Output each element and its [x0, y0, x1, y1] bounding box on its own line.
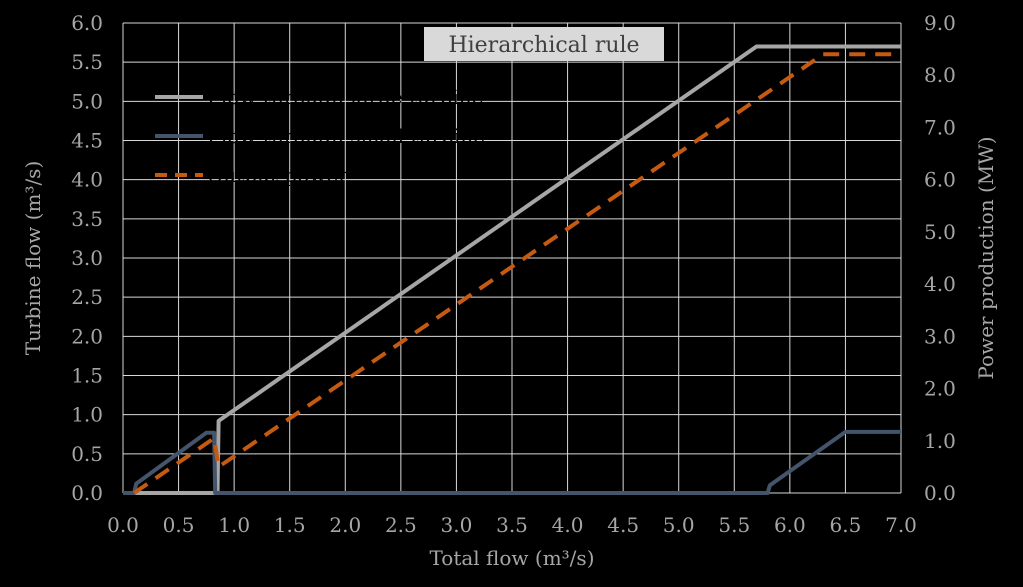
x-tick-labels: 0.0 0.5 1.0 1.5 2.0 2.5 3.0 3.5 4.0 4.5 5.0 5.5 6.0 6…	[107, 513, 917, 537]
grid	[122, 22, 902, 494]
y2-tick-label: 8.0	[924, 63, 956, 87]
legend: Flow through large turbine Flow through s…	[155, 85, 485, 187]
y-tick-label: 4.0	[71, 168, 103, 192]
legend-label: Flow through large turbine	[207, 85, 484, 109]
y2-tick-label: 1.0	[924, 429, 956, 453]
x-tick-label: 3.0	[441, 513, 473, 537]
legend-label: Output power	[207, 163, 348, 187]
y-tick-label: 3.5	[71, 207, 103, 231]
y-tick-label: 1.0	[71, 403, 103, 427]
y2-tick-label: 2.0	[924, 377, 956, 401]
y-tick-label: 2.0	[71, 324, 103, 348]
x-tick-label: 4.0	[552, 513, 584, 537]
x-tick-label: 6.0	[774, 513, 806, 537]
y-tick-labels: 0.0 0.5 1.0 1.5 2.0 2.5 3.0 3.5 4.0 4.5 5.0 5.5 6.0	[71, 11, 103, 505]
y-tick-label: 5.0	[71, 89, 103, 113]
x-tick-label: 3.5	[496, 513, 528, 537]
y2-tick-label: 4.0	[924, 272, 956, 296]
x-tick-label: 0.5	[163, 513, 195, 537]
x-tick-label: 7.0	[885, 513, 917, 537]
y-tick-label: 0.5	[71, 442, 103, 466]
y-tick-label: 2.5	[71, 285, 103, 309]
series-line-flow-through-large-turbine	[123, 44, 901, 495]
y-tick-label: 0.0	[71, 481, 103, 505]
y2-tick-label: 0.0	[924, 481, 956, 505]
series-line-flow-through-small-turbine	[123, 429, 901, 495]
x-tick-label: 2.5	[385, 513, 417, 537]
x-tick-label: 6.5	[830, 513, 862, 537]
y2-axis-title: Power production (MW)	[974, 136, 998, 379]
x-tick-label: 0.0	[107, 513, 139, 537]
series-layer	[123, 44, 901, 495]
x-axis-title: Total flow (m³/s)	[430, 546, 595, 570]
y-tick-label: 4.5	[71, 129, 103, 153]
y-tick-label: 1.5	[71, 364, 103, 388]
x-tick-label: 5.0	[663, 513, 695, 537]
series-line-output-power	[132, 52, 901, 495]
x-tick-label: 4.5	[607, 513, 639, 537]
y-tick-label: 5.5	[71, 50, 103, 74]
x-tick-label: 1.5	[274, 513, 306, 537]
y-axis-title: Turbine flow (m³/s)	[21, 161, 45, 356]
y-tick-label: 6.0	[71, 11, 103, 35]
x-tick-label: 1.0	[218, 513, 250, 537]
x-tick-label: 5.5	[718, 513, 750, 537]
y2-tick-label: 5.0	[924, 220, 956, 244]
y2-tick-label: 7.0	[924, 115, 956, 139]
y2-tick-labels: 0.0 1.0 2.0 3.0 4.0 5.0 6.0 7.0 8.0 9.0	[924, 11, 956, 505]
chart-title: Hierarchical rule	[448, 33, 639, 58]
legend-label: Flow through small turbine	[207, 124, 485, 148]
y2-tick-label: 3.0	[924, 324, 956, 348]
y2-tick-label: 6.0	[924, 168, 956, 192]
y-tick-label: 3.0	[71, 246, 103, 270]
chart-title-box: Hierarchical rule	[424, 27, 664, 61]
y2-tick-label: 9.0	[924, 11, 956, 35]
x-tick-label: 2.0	[329, 513, 361, 537]
